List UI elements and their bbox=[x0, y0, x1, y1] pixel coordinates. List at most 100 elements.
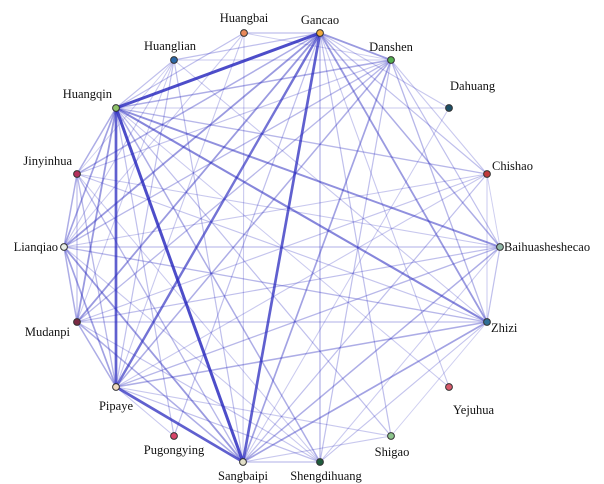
edge-gancao-huangqin bbox=[115, 31, 321, 110]
edge-danshen-shengdihuang bbox=[319, 59, 392, 463]
edge-sangbaipi-shigao bbox=[242, 435, 392, 463]
edge-gancao-pipaye bbox=[114, 32, 322, 388]
edge-gancao-huanglian bbox=[173, 32, 321, 61]
edge-gancao-mudanpi bbox=[76, 32, 321, 323]
edge-pipaye-lianqiao bbox=[63, 246, 117, 388]
edge-pipaye-pugongying bbox=[115, 386, 175, 437]
edge-danshen-jinyinhua bbox=[76, 59, 392, 175]
edge-huangqin-huangbai bbox=[115, 32, 245, 109]
node-label-yejuhua: Yejuhua bbox=[453, 403, 495, 417]
node-gancao[interactable] bbox=[316, 29, 324, 37]
node-label-sangbaipi: Sangbaipi bbox=[218, 469, 269, 483]
edge-sangbaipi-zhizi bbox=[242, 321, 488, 463]
node-label-pipaye: Pipaye bbox=[99, 399, 133, 413]
edge-sangbaipi-mudanpi bbox=[76, 321, 244, 463]
node-label-shigao: Shigao bbox=[375, 445, 410, 459]
edge-danshen-chishao bbox=[390, 59, 488, 175]
edge-mudanpi-huanglian bbox=[76, 59, 175, 323]
edge-huangqin-sangbaipi bbox=[114, 107, 245, 463]
edge-zhizi-jinyinhua bbox=[76, 173, 488, 323]
node-label-gancao: Gancao bbox=[301, 13, 339, 27]
edge-sangbaipi-dahuang bbox=[242, 107, 450, 463]
edge-huangqin-zhizi bbox=[115, 107, 488, 323]
edge-zhizi-baihuasheshecao bbox=[486, 246, 501, 323]
edge-danshen-zhizi bbox=[390, 59, 488, 323]
node-label-huangbai: Huangbai bbox=[220, 11, 269, 25]
node-chishao[interactable] bbox=[483, 170, 491, 178]
edge-layer bbox=[63, 31, 501, 464]
node-label-jinyinhua: Jinyinhua bbox=[23, 154, 72, 168]
node-mudanpi[interactable] bbox=[73, 318, 81, 326]
edge-sangbaipi-huangbai bbox=[242, 32, 245, 463]
edge-gancao-baihuasheshecao bbox=[319, 32, 501, 248]
node-label-huangqin: Huangqin bbox=[63, 87, 113, 101]
edge-gancao-yejuhua bbox=[319, 32, 450, 388]
node-label-baihuasheshecao: Baihuasheshecao bbox=[504, 240, 590, 254]
node-lianqiao[interactable] bbox=[60, 243, 68, 251]
node-pugongying[interactable] bbox=[170, 432, 178, 440]
edge-danshen-baihuasheshecao bbox=[390, 59, 501, 248]
edge-gancao-chishao bbox=[319, 32, 488, 175]
edge-lianqiao-chishao bbox=[63, 173, 488, 248]
edge-zhizi-shengdihuang bbox=[319, 321, 488, 463]
edge-jinyinhua-baihuasheshecao bbox=[76, 173, 501, 248]
edge-sangbaipi-jinyinhua bbox=[76, 173, 244, 463]
edge-pipaye-huanglian bbox=[115, 59, 175, 388]
edge-pipaye-zhizi bbox=[115, 321, 488, 388]
edge-lianqiao-danshen bbox=[63, 59, 392, 248]
edge-pipaye-baihuasheshecao bbox=[115, 246, 501, 388]
edge-lianqiao-huangbai bbox=[63, 32, 245, 248]
edge-sangbaipi-lianqiao bbox=[63, 246, 244, 463]
label-layer: Gancao Danshen Dahuang Chishao Baihuasheshec… bbox=[14, 11, 591, 483]
node-jinyinhua[interactable] bbox=[73, 170, 81, 178]
node-baihuasheshecao[interactable] bbox=[496, 243, 504, 251]
node-huanglian[interactable] bbox=[170, 56, 178, 64]
node-layer bbox=[60, 29, 504, 466]
edge-pipaye-jinyinhua bbox=[76, 173, 117, 388]
edge-zhizi-huanglian bbox=[173, 59, 488, 323]
edge-baihuasheshecao-chishao bbox=[486, 173, 501, 248]
edge-pipaye-huangbai bbox=[115, 32, 245, 388]
edge-huangqin-baihuasheshecao bbox=[115, 107, 501, 248]
edge-huangqin-pugongying bbox=[115, 107, 175, 437]
edge-baihuasheshecao-shengdihuang bbox=[319, 246, 501, 463]
edge-lianqiao-mudanpi bbox=[63, 246, 78, 323]
edge-gancao-pugongying bbox=[173, 32, 321, 437]
node-label-huanglian: Huanglian bbox=[144, 39, 197, 53]
edge-mudanpi-chishao bbox=[76, 173, 488, 323]
node-huangbai[interactable] bbox=[240, 29, 248, 37]
edge-zhizi-shigao bbox=[390, 321, 488, 437]
node-dahuang[interactable] bbox=[445, 104, 453, 112]
edge-gancao-shigao bbox=[319, 32, 392, 437]
node-sangbaipi[interactable] bbox=[239, 458, 247, 466]
node-label-zhizi: Zhizi bbox=[491, 321, 518, 335]
node-label-lianqiao: Lianqiao bbox=[14, 240, 58, 254]
edge-pipaye-sangbaipi bbox=[115, 385, 244, 464]
node-huangqin[interactable] bbox=[112, 104, 120, 112]
edge-huangqin-shengdihuang bbox=[115, 107, 321, 463]
edge-pipaye-shengdihuang bbox=[115, 386, 321, 463]
edge-pipaye-chishao bbox=[115, 173, 488, 388]
node-shengdihuang[interactable] bbox=[316, 458, 324, 466]
edge-huangqin-jinyinhua bbox=[76, 107, 117, 175]
edge-mudanpi-shengdihuang bbox=[76, 321, 321, 463]
edge-mudanpi-baihuasheshecao bbox=[76, 246, 501, 323]
edge-huangqin-shigao bbox=[115, 107, 392, 437]
edge-lianqiao-huanglian bbox=[63, 59, 175, 248]
edge-sangbaipi-chishao bbox=[242, 173, 488, 463]
node-danshen[interactable] bbox=[387, 56, 395, 64]
edge-gancao-jinyinhua bbox=[76, 32, 321, 175]
node-label-shengdihuang: Shengdihuang bbox=[290, 469, 362, 483]
node-yejuhua[interactable] bbox=[445, 383, 453, 391]
node-pipaye[interactable] bbox=[112, 383, 120, 391]
node-shigao[interactable] bbox=[387, 432, 395, 440]
node-label-danshen: Danshen bbox=[369, 40, 413, 54]
edge-jinyinhua-huanglian bbox=[76, 59, 175, 175]
edge-huangqin-chishao bbox=[115, 107, 488, 175]
edge-gancao-sangbaipi bbox=[241, 32, 322, 463]
node-label-dahuang: Dahuang bbox=[450, 79, 496, 93]
node-zhizi[interactable] bbox=[483, 318, 491, 326]
node-label-pugongying: Pugongying bbox=[144, 443, 205, 457]
edge-sangbaipi-huanglian bbox=[173, 59, 244, 463]
